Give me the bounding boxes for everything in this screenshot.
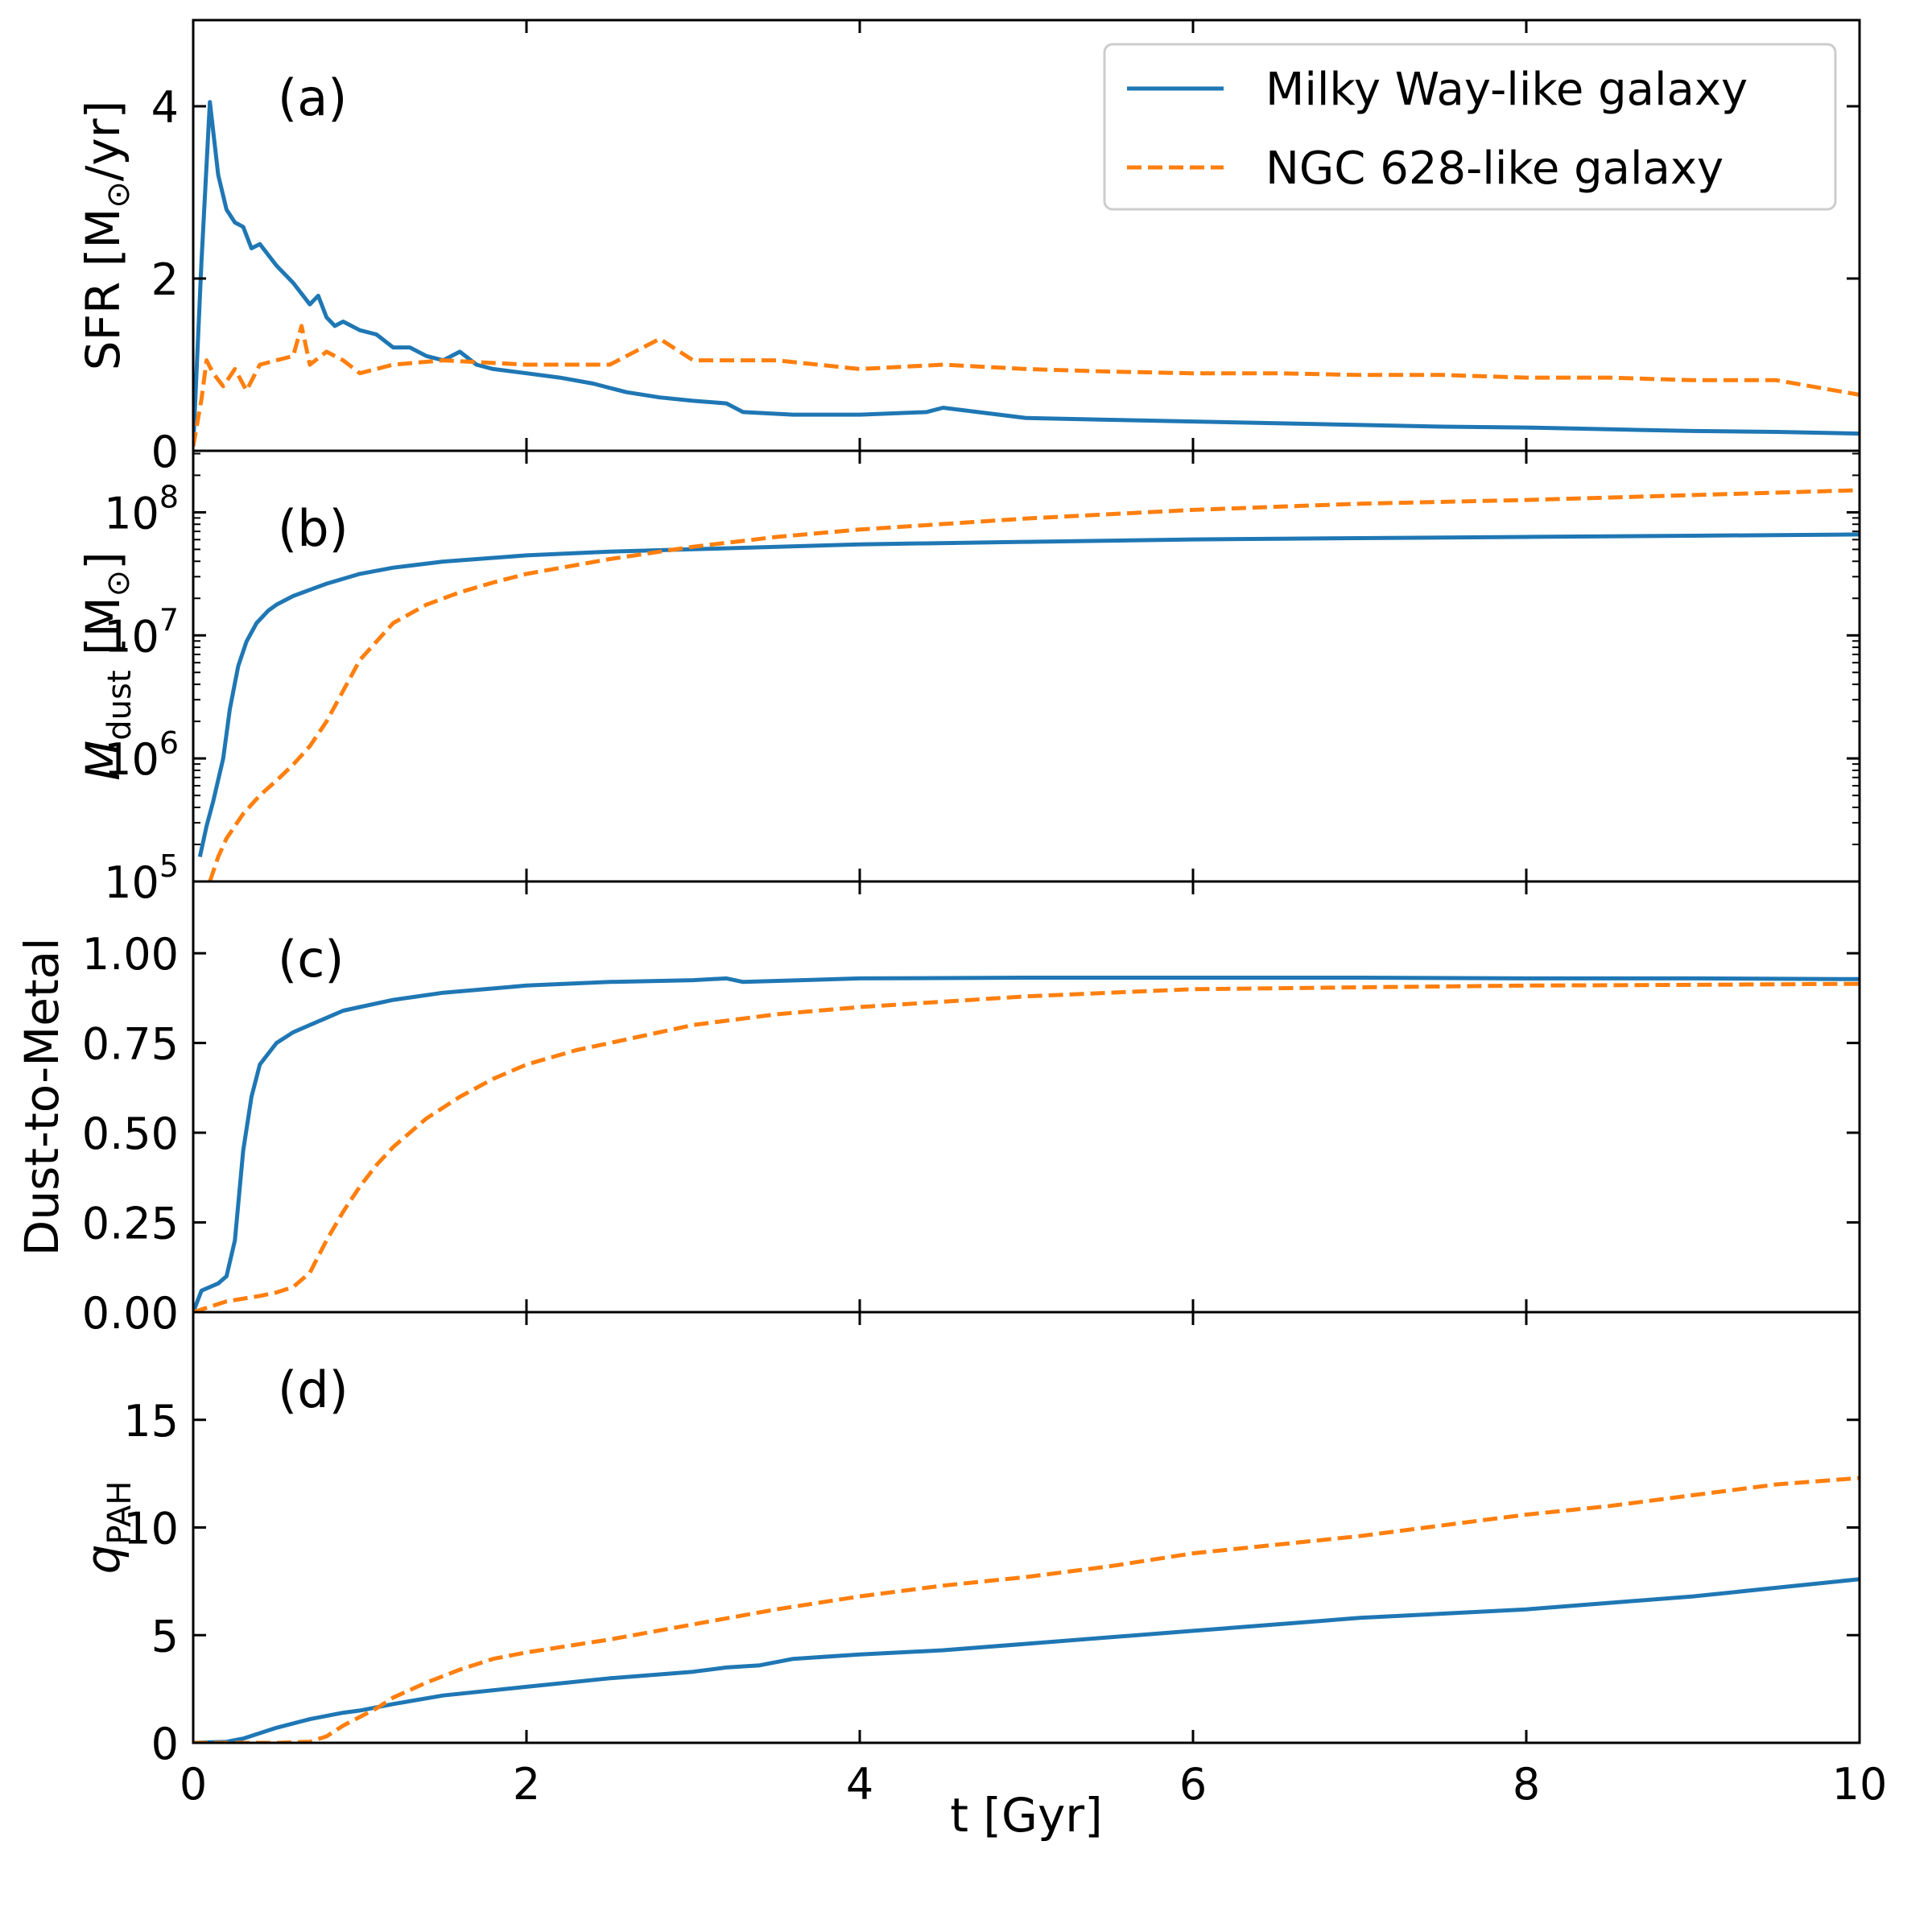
y-tick-label: 4 (151, 82, 179, 133)
y-axis-label: qPAH (76, 1481, 138, 1575)
y-tick-label: 2 (151, 254, 179, 305)
y-tick-label: 108 (104, 479, 179, 539)
legend-label: Milky Way-like galaxy (1265, 64, 1748, 116)
y-tick-label: 106 (104, 725, 179, 785)
legend: Milky Way-like galaxy NGC 628-like galaxy (1103, 43, 1837, 211)
y-tick-label: 0.50 (82, 1108, 179, 1159)
series-line-ngc628 (193, 324, 1860, 448)
x-tick-label: 8 (1513, 1759, 1540, 1810)
y-tick-label: 0 (151, 427, 179, 477)
y-tick-exponent: 8 (159, 479, 179, 514)
y-axis-label: SFR [M⊙/yr] (76, 101, 137, 370)
series-line-milky-way (193, 100, 1860, 447)
x-tick-label: 2 (513, 1759, 540, 1810)
y-tick-label: 107 (104, 602, 179, 662)
panel-d: 0 2 4 6 8 10 0 5 10 15 (d) qPAH (76, 1311, 1888, 1810)
y-label-main: q (76, 1545, 130, 1575)
y-tick-label: 15 (123, 1396, 179, 1447)
legend-box (1103, 43, 1837, 211)
x-tick-label: 4 (846, 1759, 873, 1810)
y-tick-label: 0.00 (82, 1288, 179, 1339)
y-tick-label: 5 (151, 1611, 179, 1662)
panel-tag: (c) (278, 930, 344, 989)
series-line-milky-way (197, 532, 1860, 857)
series-line-ngc628 (193, 1476, 1860, 1743)
y-tick-label: 0 (151, 1719, 179, 1769)
y-label-sub2: ⊙ (100, 570, 137, 597)
y-label-tail: ] (76, 551, 130, 570)
y-label-sub: dust (101, 670, 138, 740)
y-label-end: /yr] (76, 101, 130, 181)
y-tick-base: 10 (104, 734, 159, 785)
y-tick-exponent: 7 (159, 602, 179, 638)
x-tick-label: 6 (1179, 1759, 1207, 1810)
y-tick-label: 105 (104, 848, 179, 908)
x-tick-label: 0 (180, 1759, 207, 1810)
y-tick-label: 0.75 (82, 1019, 179, 1070)
y-tick-label: 0.25 (82, 1199, 179, 1249)
panel-tag: (d) (278, 1360, 349, 1419)
y-tick-base: 10 (104, 611, 159, 662)
x-tick-label: 10 (1832, 1759, 1888, 1810)
y-label-sub: ⊙ (100, 181, 137, 208)
series-line-milky-way (193, 976, 1860, 1312)
y-tick-base: 10 (104, 857, 159, 908)
y-label-main: M (76, 741, 130, 781)
y-tick-label: 1.00 (82, 929, 179, 980)
y-label-main: SFR [M (76, 208, 130, 371)
legend-label: NGC 628-like galaxy (1265, 142, 1724, 195)
y-tick-exponent: 6 (159, 725, 179, 761)
y-axis-label: Mdust [M⊙] (76, 551, 138, 781)
panel-tag: (a) (278, 68, 347, 127)
series-line-ngc628 (193, 981, 1860, 1312)
y-tick-base: 10 (104, 488, 159, 539)
panel-tag: (b) (278, 499, 349, 558)
y-tick-exponent: 5 (159, 848, 179, 884)
x-axis-label: t [Gyr] (950, 1788, 1103, 1843)
y-tick-label: 10 (123, 1504, 179, 1554)
series-line-milky-way (193, 1577, 1860, 1743)
y-label-sub: PAH (101, 1481, 138, 1545)
y-label-main: Dust-to-Metal (14, 938, 69, 1257)
y-label-end: [M (76, 597, 130, 670)
y-axis-label: Dust-to-Metal (14, 938, 69, 1257)
panel-a: 0 2 4 (a) SFR [M⊙/yr] (76, 19, 1861, 477)
